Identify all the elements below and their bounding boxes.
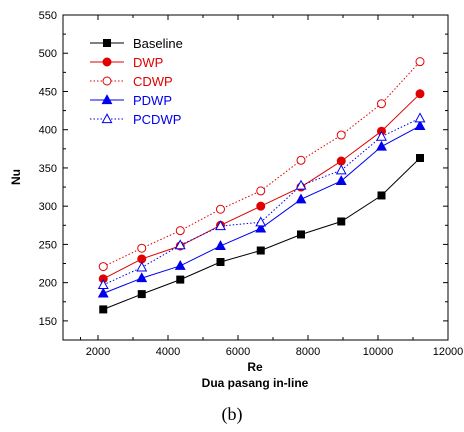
- data-point: [99, 305, 108, 314]
- legend-item: PCDWP: [90, 112, 181, 127]
- data-point: [215, 220, 226, 231]
- series-baseline: [99, 154, 424, 314]
- data-point: [256, 186, 266, 196]
- data-point: [377, 191, 386, 200]
- data-point: [136, 261, 148, 272]
- y-tick-label: 150: [39, 316, 57, 328]
- data-point: [376, 130, 387, 141]
- legend-label: PCDWP: [133, 112, 181, 127]
- figure-caption: (b): [222, 404, 243, 425]
- data-point: [98, 262, 108, 272]
- x-axis-title: Re: [247, 360, 263, 374]
- legend-item: DWP: [90, 55, 163, 70]
- y-tick-label: 400: [39, 125, 57, 137]
- legend-label: DWP: [133, 55, 163, 70]
- data-point: [414, 112, 426, 123]
- y-tick-label: 300: [39, 201, 57, 213]
- data-point: [414, 120, 426, 130]
- data-point: [216, 258, 225, 266]
- y-tick-label: 500: [39, 48, 57, 60]
- data-point: [295, 193, 307, 204]
- legend-item: PDWP: [90, 93, 172, 108]
- legend-marker: [102, 76, 112, 86]
- legend-label: CDWP: [133, 74, 173, 89]
- data-point: [335, 164, 347, 175]
- data-point: [256, 246, 265, 255]
- data-point: [336, 156, 346, 166]
- data-point: [415, 89, 425, 99]
- x-tick-label: 12000: [433, 346, 464, 358]
- data-point: [295, 179, 307, 190]
- data-point: [215, 240, 226, 251]
- x-tick-label: 8000: [296, 346, 320, 358]
- axes: 2000 4000 6000 8000 10000 12000 150 200 250 300 35…: [39, 10, 464, 358]
- y-tick-label: 550: [39, 10, 57, 22]
- data-point: [174, 239, 186, 250]
- legend-marker: [103, 39, 111, 47]
- legend-marker: [101, 94, 113, 105]
- data-point: [176, 275, 185, 284]
- y-tick-label: 350: [39, 163, 57, 175]
- plot-frame: [62, 14, 449, 341]
- data-point: [97, 279, 109, 290]
- data-point: [216, 204, 225, 214]
- series-layer: [97, 57, 426, 314]
- x-axis-subtitle: Dua pasang in-line: [202, 376, 309, 390]
- series-line: [103, 157, 421, 310]
- x-tick-label: 4000: [156, 346, 180, 358]
- y-tick-label: 200: [39, 278, 57, 290]
- series-pcdwp: [97, 112, 426, 290]
- legend: Baseline DWP CDWP PDWP PCDWP: [90, 36, 183, 127]
- legend-marker: [102, 57, 112, 67]
- series-line: [103, 61, 421, 268]
- data-point: [137, 290, 146, 299]
- legend-marker: [101, 113, 113, 124]
- data-point: [255, 216, 267, 227]
- data-point: [256, 201, 266, 211]
- series-dwp: [98, 89, 425, 284]
- data-point: [255, 222, 267, 233]
- data-point: [337, 217, 346, 226]
- y-tick-label: 250: [39, 239, 57, 251]
- data-point: [174, 259, 186, 270]
- data-point: [416, 154, 424, 162]
- data-point: [97, 287, 109, 298]
- x-tick-label: 2000: [86, 346, 110, 358]
- data-point: [335, 175, 347, 186]
- data-point: [415, 57, 425, 67]
- series-cdwp: [98, 57, 425, 272]
- legend-label: PDWP: [133, 93, 172, 108]
- legend-item: Baseline: [90, 36, 183, 51]
- series-pdwp: [97, 120, 426, 298]
- data-point: [136, 272, 148, 283]
- data-point: [377, 99, 386, 109]
- data-point: [336, 130, 346, 140]
- x-tick-label: 6000: [226, 346, 250, 358]
- legend-item: CDWP: [90, 74, 173, 89]
- data-point: [376, 140, 387, 151]
- legend-label: Baseline: [133, 36, 183, 51]
- data-point: [175, 226, 185, 236]
- data-point: [296, 155, 306, 165]
- y-tick-label: 450: [39, 86, 57, 98]
- x-tick-label: 10000: [363, 346, 394, 358]
- data-point: [297, 230, 305, 239]
- y-axis-title: Nu: [9, 169, 23, 185]
- data-point: [137, 243, 147, 253]
